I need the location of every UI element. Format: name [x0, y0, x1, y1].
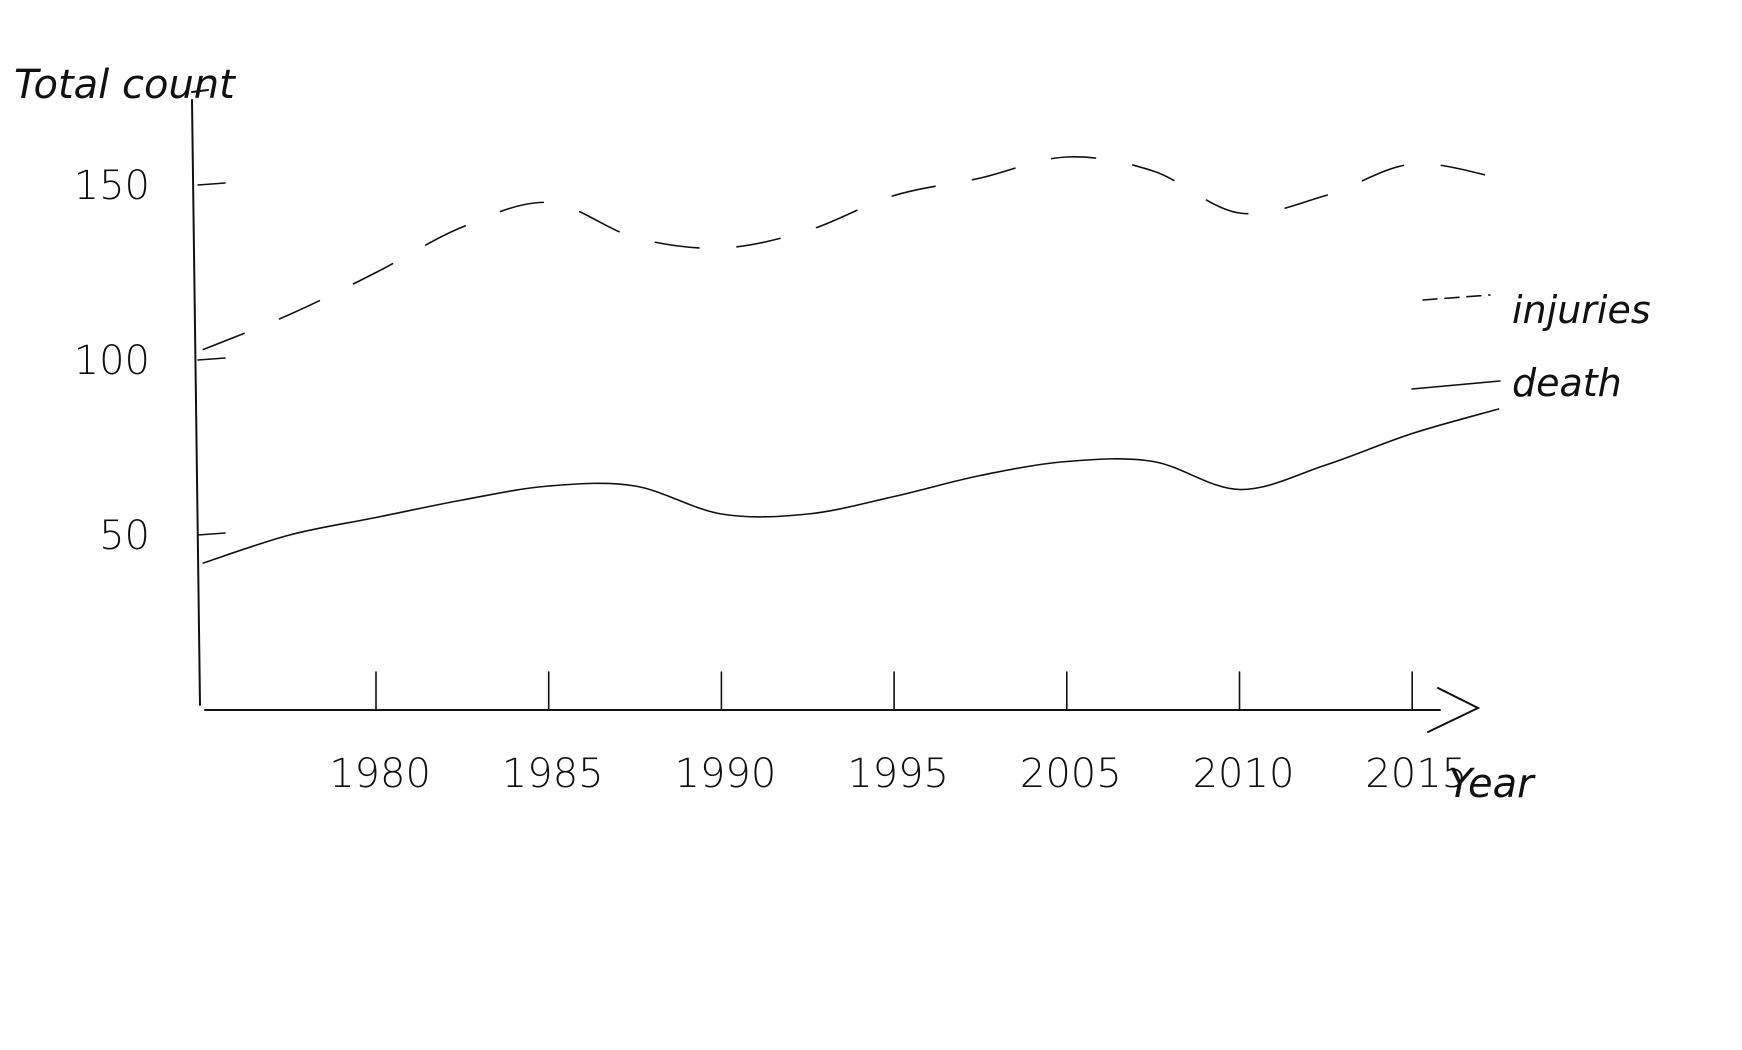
y-tick-mark [197, 357, 226, 361]
x-tick-label: 2010 [1193, 751, 1295, 797]
series-line-injuries [202, 156, 1500, 351]
x-tick-label: 1985 [502, 751, 604, 797]
legend: injuries death [1411, 288, 1651, 405]
x-tick-label: 1990 [675, 751, 777, 797]
x-tick-label: 2005 [1020, 751, 1122, 797]
series-layer [202, 156, 1500, 564]
legend-swatch-injuries [1422, 294, 1491, 301]
legend-swatch-death [1411, 380, 1501, 390]
x-tick-label: 1995 [847, 751, 949, 797]
x-tick-label: 2015 [1365, 751, 1467, 797]
x-tick-label: 1980 [329, 751, 431, 797]
y-axis-title: Total count [14, 62, 236, 108]
legend-label-injuries: injuries [1512, 288, 1651, 332]
x-ticks: 1980 1985 1990 1995 2005 2010 2015 [329, 671, 1467, 797]
y-tick-mark [197, 182, 226, 186]
x-axis-arrowhead [1427, 687, 1481, 733]
y-tick-label: 50 [99, 513, 150, 559]
y-axis-arrowhead [191, 89, 209, 93]
x-axis-title: Year [1448, 761, 1536, 807]
y-axis [191, 99, 201, 706]
y-tick-label: 150 [74, 163, 150, 209]
y-tick-label: 100 [74, 338, 150, 384]
legend-label-death: death [1512, 361, 1622, 405]
series-line-death [202, 408, 1500, 564]
y-tick-mark [197, 532, 226, 536]
y-ticks: 50 100 150 [74, 163, 226, 559]
